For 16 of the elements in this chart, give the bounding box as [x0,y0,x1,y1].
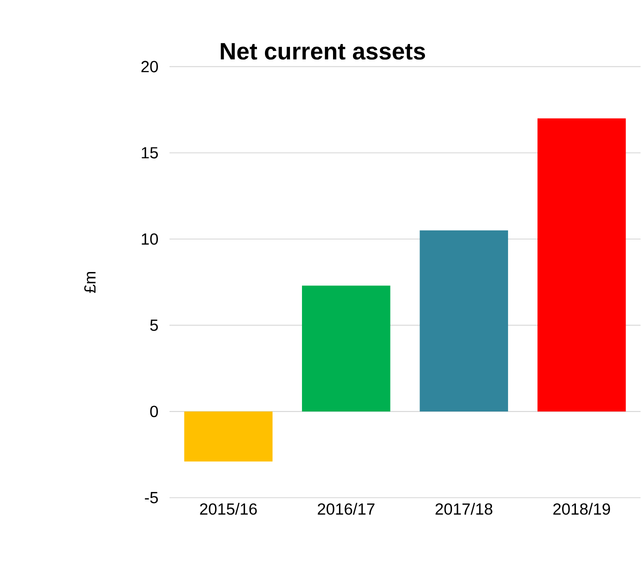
y-tick-label: 15 [142,146,158,158]
y-tick-label: 0 [150,406,158,417]
x-tick-label: 2016/17 [318,502,374,515]
y-axis-title: £m [84,272,96,293]
y-tick-label: 20 [141,60,158,72]
x-tick-label: 2018/19 [553,502,610,515]
chart-title: Net current assets [220,42,426,60]
x-tick-label: 2015/16 [200,502,257,515]
x-tick-label: 2017/18 [436,502,492,515]
y-tick-label: 10 [142,233,158,245]
bar [420,230,508,412]
bar [537,118,626,412]
y-tick-label: 5 [150,319,158,331]
bar [184,411,273,462]
bar [302,285,390,412]
y-tick-label: -5 [144,492,158,504]
